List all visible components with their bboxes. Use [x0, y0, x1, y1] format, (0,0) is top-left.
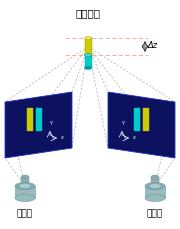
Ellipse shape: [145, 183, 165, 190]
Text: x: x: [133, 135, 136, 140]
Text: カメラ: カメラ: [147, 209, 163, 218]
Ellipse shape: [84, 66, 91, 69]
Bar: [15, 186, 35, 198]
Bar: [27, 108, 32, 130]
Bar: [85, 38, 92, 55]
Ellipse shape: [21, 175, 29, 179]
Bar: [21, 177, 29, 186]
Ellipse shape: [149, 183, 161, 188]
Bar: [36, 108, 41, 130]
Ellipse shape: [84, 54, 91, 57]
Bar: [134, 108, 139, 130]
Bar: [151, 177, 159, 186]
Bar: [145, 186, 165, 198]
Text: Y: Y: [49, 121, 52, 126]
Text: 測定対象: 測定対象: [75, 8, 100, 18]
Polygon shape: [5, 92, 72, 158]
Text: Y: Y: [121, 121, 124, 126]
Ellipse shape: [145, 194, 165, 202]
Ellipse shape: [19, 183, 31, 188]
Text: カメラ: カメラ: [17, 209, 33, 218]
Ellipse shape: [84, 36, 91, 39]
Polygon shape: [108, 92, 175, 158]
Ellipse shape: [84, 54, 91, 57]
Text: x: x: [61, 135, 64, 140]
Text: Δz: Δz: [148, 41, 158, 51]
Bar: [85, 55, 92, 68]
Ellipse shape: [151, 175, 159, 179]
Ellipse shape: [15, 194, 35, 202]
Ellipse shape: [15, 183, 35, 190]
Bar: [143, 108, 148, 130]
